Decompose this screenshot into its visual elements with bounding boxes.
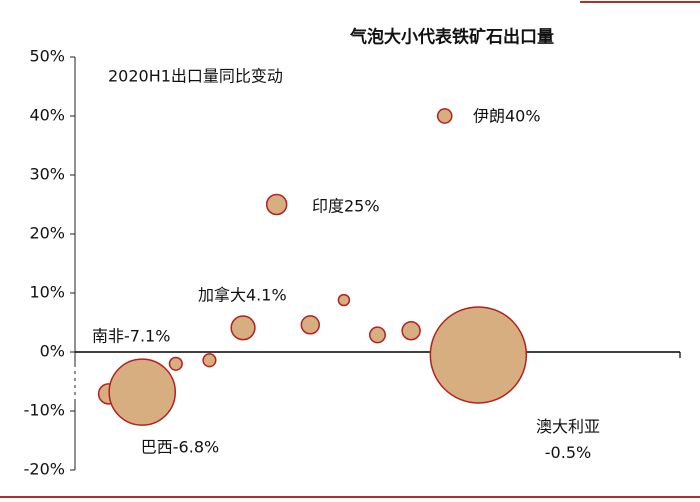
y-tick-label: 50% (29, 47, 65, 66)
bubble (300, 315, 320, 335)
bubble (230, 315, 256, 341)
bubble (168, 356, 183, 371)
bubble (265, 193, 288, 216)
bubble (108, 358, 177, 426)
y-tick-label: 20% (29, 224, 65, 243)
bubble (368, 326, 387, 344)
bubble (429, 306, 528, 404)
data-label: 巴西-6.8% (141, 438, 219, 457)
y-tick-label: -10% (24, 401, 65, 420)
data-label: 南非-7.1% (92, 327, 170, 346)
y-tick-label: 30% (29, 165, 65, 184)
bubble (436, 108, 453, 124)
y-tick-label: 0% (40, 342, 65, 361)
data-label: 澳大利亚-0.5% (536, 417, 600, 462)
y-tick-label: 10% (29, 283, 65, 302)
bubble (202, 353, 217, 368)
data-label: 印度25% (312, 197, 380, 216)
data-label: 伊朗40% (473, 107, 541, 126)
bubble (401, 321, 421, 341)
bubble (337, 293, 351, 307)
y-tick-label: 40% (29, 106, 65, 125)
data-label: 加拿大4.1% (198, 286, 287, 305)
chart-subtitle: 2020H1出口量同比变动 (108, 67, 283, 86)
chart-title: 气泡大小代表铁矿石出口量 (349, 27, 554, 48)
y-tick-label: -20% (24, 460, 65, 479)
